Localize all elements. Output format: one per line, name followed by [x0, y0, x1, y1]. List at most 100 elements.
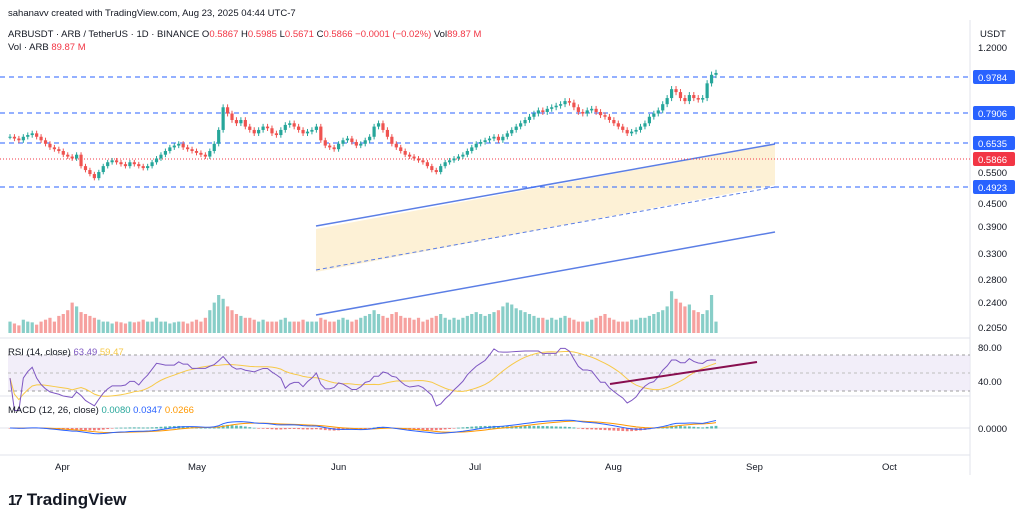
- volume-bar: [314, 321, 318, 333]
- candle-body: [221, 107, 225, 130]
- volume-bar: [643, 317, 647, 333]
- candle-body: [550, 107, 554, 109]
- candle-body: [101, 166, 105, 173]
- volume-bar: [390, 314, 394, 333]
- macd-hist-bar: [301, 428, 305, 430]
- symbol-name[interactable]: ARBUSDT · ARB / TetherUS · 1D · BINANCE: [8, 29, 200, 40]
- macd-hist-bar: [536, 425, 540, 429]
- macd-hist-bar: [128, 427, 132, 429]
- volume-bar: [425, 319, 429, 333]
- macd-signal-value: 0.0347: [133, 405, 163, 416]
- macd-hist-bar: [692, 426, 696, 429]
- candle-body: [661, 104, 665, 111]
- volume-bar: [625, 321, 629, 333]
- candle-body: [523, 119, 527, 124]
- macd-lines: [8, 419, 718, 435]
- volume-bar: [550, 317, 554, 333]
- volume-bar: [21, 319, 25, 333]
- macd-hist-bar: [208, 427, 212, 429]
- candle-body: [172, 145, 176, 148]
- macd-hist-bar: [701, 427, 705, 429]
- macd-hist-bar: [514, 426, 518, 429]
- candle-body: [92, 174, 96, 179]
- volume-bar: [114, 321, 119, 333]
- macd-hist-bar: [448, 428, 451, 429]
- volume-bar: [132, 322, 136, 333]
- macd-hist-bar: [368, 428, 372, 429]
- macd-hist-bar: [79, 428, 83, 430]
- svg-text:0.9784: 0.9784: [978, 73, 1007, 84]
- candle-body: [483, 140, 487, 143]
- volume-bar: [536, 317, 540, 333]
- volume-bar: [288, 321, 292, 333]
- volume-bar: [310, 321, 314, 333]
- channel-lower-line[interactable]: [315, 231, 776, 316]
- volume-bar: [172, 322, 176, 333]
- candle-body: [239, 119, 243, 124]
- volume-bar: [261, 319, 265, 333]
- candle-body: [510, 129, 514, 134]
- volume-bar: [252, 319, 256, 333]
- macd-signal-line: [9, 420, 717, 434]
- volume-bar: [368, 314, 372, 333]
- macd-hist-bar: [212, 427, 216, 429]
- macd-hist-bar: [541, 426, 545, 429]
- candle-body: [665, 98, 669, 105]
- volume-bar: [594, 317, 598, 333]
- rsi-ma-value: 59.47: [99, 347, 124, 358]
- macd-hist-bar: [323, 428, 327, 431]
- svg-text:0.4923: 0.4923: [978, 183, 1007, 194]
- candle-body: [17, 138, 21, 141]
- rsi-trendline[interactable]: [609, 361, 758, 385]
- volume-bar: [354, 319, 358, 333]
- candle-body: [168, 147, 172, 152]
- candle-body: [465, 151, 469, 155]
- volume-indicator-value: 89.87 M: [51, 42, 86, 53]
- rsi-legend[interactable]: RSI (14, close) 63.49 59.47: [8, 347, 124, 358]
- macd-hist-bar: [519, 426, 523, 429]
- symbol-line[interactable]: ARBUSDT · ARB / TetherUS · 1D · BINANCE …: [8, 29, 481, 40]
- volume-bar: [683, 306, 687, 333]
- macd-hist-bar: [124, 427, 127, 429]
- volume-bar: [137, 321, 141, 333]
- volume-bar: [190, 321, 194, 333]
- candle-body: [616, 123, 620, 127]
- macd-hist-bar: [550, 426, 554, 429]
- volume-bar: [97, 319, 101, 333]
- volume-bar: [487, 314, 492, 333]
- candle-body: [243, 119, 247, 127]
- candle-body: [590, 108, 594, 111]
- candle-body: [194, 151, 199, 153]
- channel-upper-line[interactable]: [315, 143, 776, 227]
- volume-bar: [123, 323, 128, 333]
- macd-label: MACD (12, 26, close): [8, 405, 99, 416]
- svg-text:0.7906: 0.7906: [978, 109, 1007, 120]
- volume-bar: [665, 306, 669, 333]
- macd-hist-bar: [257, 428, 261, 429]
- macd-legend[interactable]: MACD (12, 26, close) 0.0080 0.0347 0.026…: [8, 405, 194, 416]
- volume-bar: [408, 317, 412, 333]
- volume-bar: [26, 321, 30, 333]
- candle-body: [372, 126, 376, 137]
- candle-body: [581, 111, 585, 114]
- macd-hist-bar: [590, 428, 594, 430]
- volume-bar: [48, 317, 52, 333]
- candle-body: [439, 166, 443, 173]
- price-tick: 1.2000: [978, 43, 1007, 54]
- volume-indicator-line[interactable]: Vol · ARB 89.87 M: [8, 42, 86, 53]
- candle-body: [563, 101, 567, 105]
- tradingview-brand[interactable]: 17 TradingView: [8, 490, 127, 510]
- volume-bar: [612, 319, 616, 333]
- candle-body: [35, 133, 39, 137]
- volume-bar: [687, 304, 691, 333]
- macd-hist-bar: [266, 428, 269, 429]
- ohlc-low-label: L: [279, 29, 285, 40]
- macd-hist-bar: [532, 425, 536, 429]
- candle-body: [656, 110, 660, 114]
- macd-hist-bar: [608, 428, 611, 431]
- candle-body: [532, 113, 536, 117]
- volume-bars: [8, 291, 718, 333]
- volume-bar: [545, 319, 549, 333]
- candle-body: [461, 154, 465, 157]
